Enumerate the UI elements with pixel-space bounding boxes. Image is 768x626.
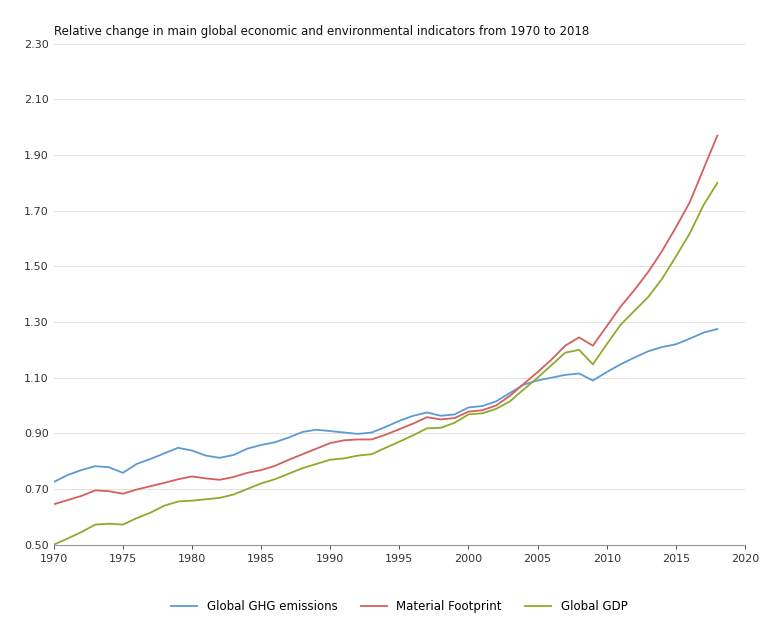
Text: Relative change in main global economic and environmental indicators from 1970 t: Relative change in main global economic … [54,26,589,38]
Legend: Global GHG emissions, Material Footprint, Global GDP: Global GHG emissions, Material Footprint… [167,595,632,618]
